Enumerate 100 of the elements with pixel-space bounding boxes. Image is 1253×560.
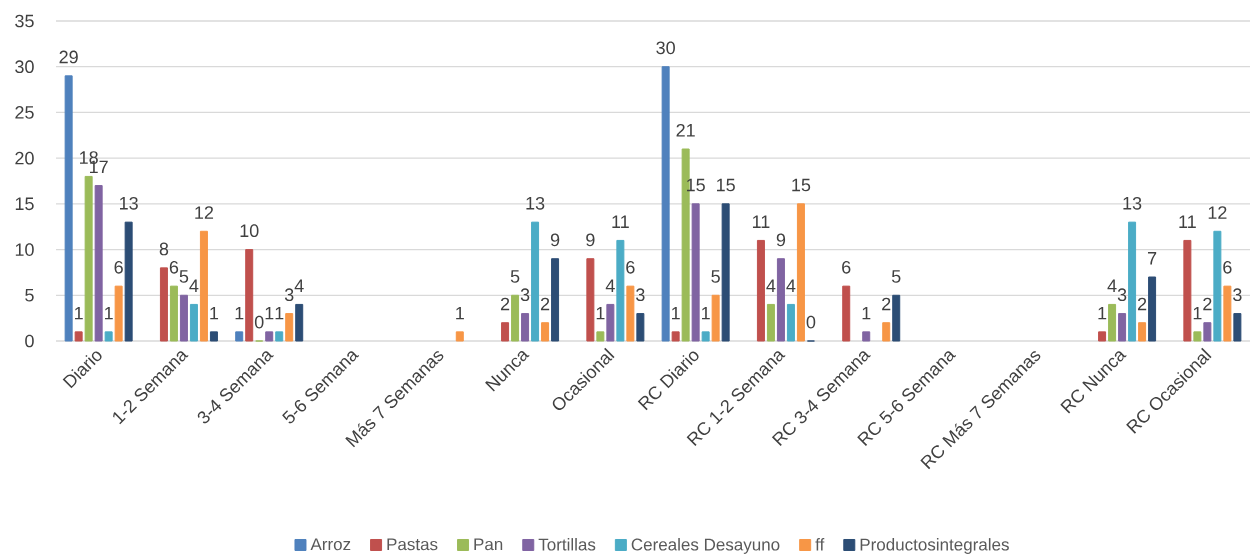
data-label: 6: [114, 260, 123, 274]
y-tick-label: 5: [25, 289, 34, 302]
bar: [862, 331, 871, 342]
bar: [209, 331, 218, 342]
data-label: 11: [752, 215, 770, 228]
bar: [1098, 331, 1107, 342]
bar: [842, 285, 851, 342]
data-label: 4: [786, 279, 796, 292]
bar: [275, 331, 284, 342]
bar: [1233, 313, 1242, 342]
bar: [691, 203, 700, 342]
bar: [701, 331, 710, 342]
bar: [74, 331, 83, 342]
bar: [586, 258, 595, 342]
data-label: 1: [210, 306, 219, 320]
data-label: 6: [1223, 260, 1232, 274]
data-label: 8: [159, 242, 169, 256]
data-label: 3: [1233, 288, 1242, 302]
legend-label: Arroz: [310, 538, 351, 551]
data-label: 9: [586, 233, 595, 247]
legend-label: Cereales Desayuno: [631, 538, 780, 554]
bar: [124, 221, 133, 342]
data-label: 1: [275, 306, 284, 320]
bar: [455, 331, 464, 342]
bar: [606, 303, 615, 342]
data-label: 1: [596, 306, 605, 320]
data-label: 4: [294, 279, 304, 292]
bar: [265, 331, 274, 342]
data-label: 11: [1179, 215, 1196, 228]
bar: [1203, 322, 1212, 342]
data-label: 15: [717, 178, 735, 192]
data-label: 1: [862, 306, 871, 320]
bar: [711, 294, 720, 342]
data-label: 2: [1137, 297, 1147, 311]
bar: [541, 322, 550, 342]
y-tick-label: 15: [15, 197, 34, 211]
bar: [551, 258, 560, 342]
bar: [1118, 313, 1127, 342]
data-label: 9: [550, 233, 560, 247]
data-label: 2: [500, 297, 510, 311]
bar: [285, 313, 294, 342]
bar: [796, 203, 805, 342]
data-label: 5: [891, 270, 901, 283]
data-label: 1: [75, 306, 83, 320]
data-label: 5: [711, 270, 720, 283]
bar: [616, 239, 625, 342]
bar: [1138, 322, 1147, 342]
bar: [179, 294, 188, 342]
data-label: 1: [672, 306, 680, 320]
bar: [882, 322, 891, 342]
data-label: 2: [882, 297, 891, 311]
data-label: 11: [612, 215, 629, 228]
bar: [245, 249, 254, 342]
data-label: 12: [1208, 206, 1227, 219]
data-label: 3: [636, 288, 645, 302]
bar: [636, 313, 645, 342]
bar: [776, 258, 785, 342]
legend-label: Productosintegrales: [860, 538, 1009, 554]
legend-label: Pastas: [387, 538, 438, 551]
y-tick-label: 20: [15, 151, 34, 165]
y-tick-label: 35: [15, 14, 34, 28]
data-label: 2: [1203, 297, 1212, 311]
y-tick-label: 30: [15, 60, 34, 74]
bar: [1183, 239, 1192, 342]
data-label: 1: [1098, 306, 1107, 320]
data-label: 0: [254, 315, 264, 329]
bar: [159, 267, 168, 342]
bar: [199, 230, 208, 342]
y-tick-label: 0: [25, 334, 34, 348]
data-label: 12: [195, 206, 214, 219]
data-label: 4: [1107, 279, 1117, 292]
bar: [84, 175, 93, 342]
bar: [501, 322, 510, 342]
bar: [104, 331, 113, 342]
bar: [114, 285, 123, 342]
data-label: 9: [776, 233, 786, 247]
bar: [169, 285, 178, 342]
data-label: 13: [1123, 196, 1142, 210]
data-label: 29: [59, 50, 78, 64]
data-label: 2: [540, 297, 550, 311]
data-label: 4: [605, 279, 615, 292]
bar: [1193, 331, 1202, 342]
data-label: 15: [792, 178, 811, 192]
bar: [756, 239, 765, 342]
legend-label: Pan: [474, 538, 503, 551]
bar: [596, 331, 605, 342]
bar: [235, 331, 244, 342]
bar: [1223, 285, 1232, 342]
bar: [521, 313, 530, 342]
y-tick-label: 10: [15, 243, 34, 256]
bar: [94, 185, 103, 342]
data-label: 0: [806, 315, 816, 329]
data-label: 30: [656, 41, 675, 55]
data-label: 10: [240, 224, 259, 238]
data-label: 3: [284, 288, 294, 302]
bar: [295, 303, 304, 342]
bar: [661, 66, 670, 342]
bar: [64, 75, 73, 342]
data-label: 1: [105, 306, 113, 320]
bar: [531, 221, 540, 342]
